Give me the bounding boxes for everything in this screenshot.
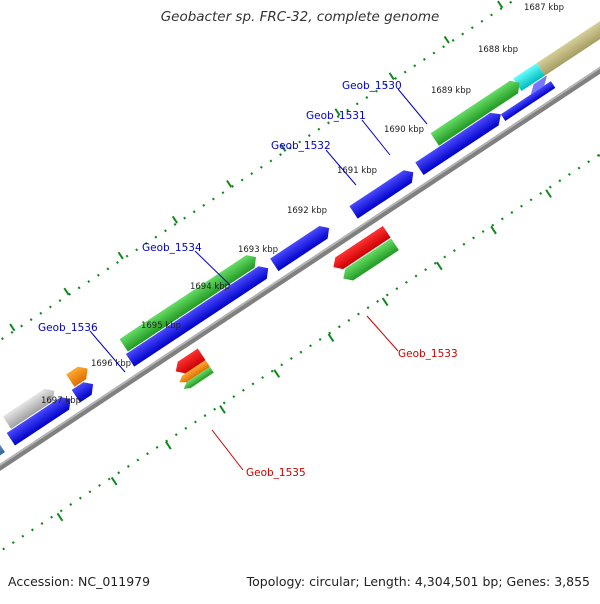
gene-label-geob-1535[interactable]: Geob_1535 [246,467,306,479]
tick-label-1690: 1690 kbp [384,125,424,135]
cds-green-rev-2[interactable] [182,366,214,392]
cds-blue-fwd-4[interactable] [270,222,333,272]
tick-label-1697: 1697 kbp [41,396,81,406]
gene-label-geob-1536[interactable]: Geob_1536 [38,322,98,334]
forward-tick-track [0,0,578,423]
cds-blue-fwd-2[interactable] [415,108,505,176]
accession-label: Accession: NC_011979 [8,574,151,589]
gene-label-geob-1531[interactable]: Geob_1531 [306,110,366,122]
gene-label-geob-1530[interactable]: Geob_1530 [342,80,402,92]
cds-orange-fwd-1[interactable] [66,363,92,387]
gene-label-geob-1532[interactable]: Geob_1532 [271,140,331,152]
major-tick-1694 [171,215,178,224]
cds-gray-fwd-1[interactable] [2,385,59,429]
cds-blue-fwd-5[interactable] [125,262,273,367]
major-tick-1692 [280,144,287,152]
cds-olive-fwd-1[interactable] [536,12,600,76]
gene-label-geob-1533[interactable]: Geob_1533 [398,348,458,360]
major-tick-1689 [443,35,450,44]
major-tick-1690 [388,72,395,81]
major-tick-1697 [9,323,16,332]
cds-steel-fwd-1[interactable] [0,439,5,513]
cds-green-rev-1[interactable] [339,238,399,284]
tick-label-1695: 1695 kbp [141,321,181,331]
tick-label-1691: 1691 kbp [337,166,377,176]
cds-cyan-fwd-1[interactable] [513,63,545,92]
cds-red-rev-1[interactable] [330,225,391,273]
major-tick-1695 [117,251,124,260]
major-tick-1691 [334,108,341,116]
genome-backbone [0,32,600,524]
major-tick-1693 [226,179,233,188]
tick-label-1693: 1693 kbp [238,245,278,255]
major-tick-1696 [63,287,70,296]
tick-label-1689: 1689 kbp [431,86,471,96]
tick-label-1688: 1688 kbp [478,45,518,55]
cds-orange-rev-1[interactable] [177,360,210,385]
cds-blue-fwd-7[interactable] [6,393,75,446]
cds-blue-fwd-6[interactable] [71,378,98,403]
gene-label-geob-1534[interactable]: Geob_1534 [142,242,202,254]
genome-stats-label: Topology: circular; Length: 4,304,501 bp… [246,574,590,589]
major-tick-1688 [497,0,504,9]
tick-label-1694: 1694 kbp [190,282,230,292]
cds-blue-fwd-3[interactable] [349,166,417,219]
cds-red-rev-2[interactable] [172,348,206,377]
genome-title: Geobacter sp. FRC-32, complete genome [160,9,440,25]
cds-green-fwd-2[interactable] [119,251,261,352]
tick-label-1696: 1696 kbp [91,359,131,369]
cds-blue-fwd-1-body[interactable] [500,81,556,121]
reverse-tick-track [0,103,600,570]
tick-label-1692: 1692 kbp [287,206,327,216]
tick-label-1687: 1687 kbp [524,3,564,13]
cds-green-fwd-1[interactable] [430,77,524,146]
cds-blue-fwd-1[interactable] [527,75,551,95]
